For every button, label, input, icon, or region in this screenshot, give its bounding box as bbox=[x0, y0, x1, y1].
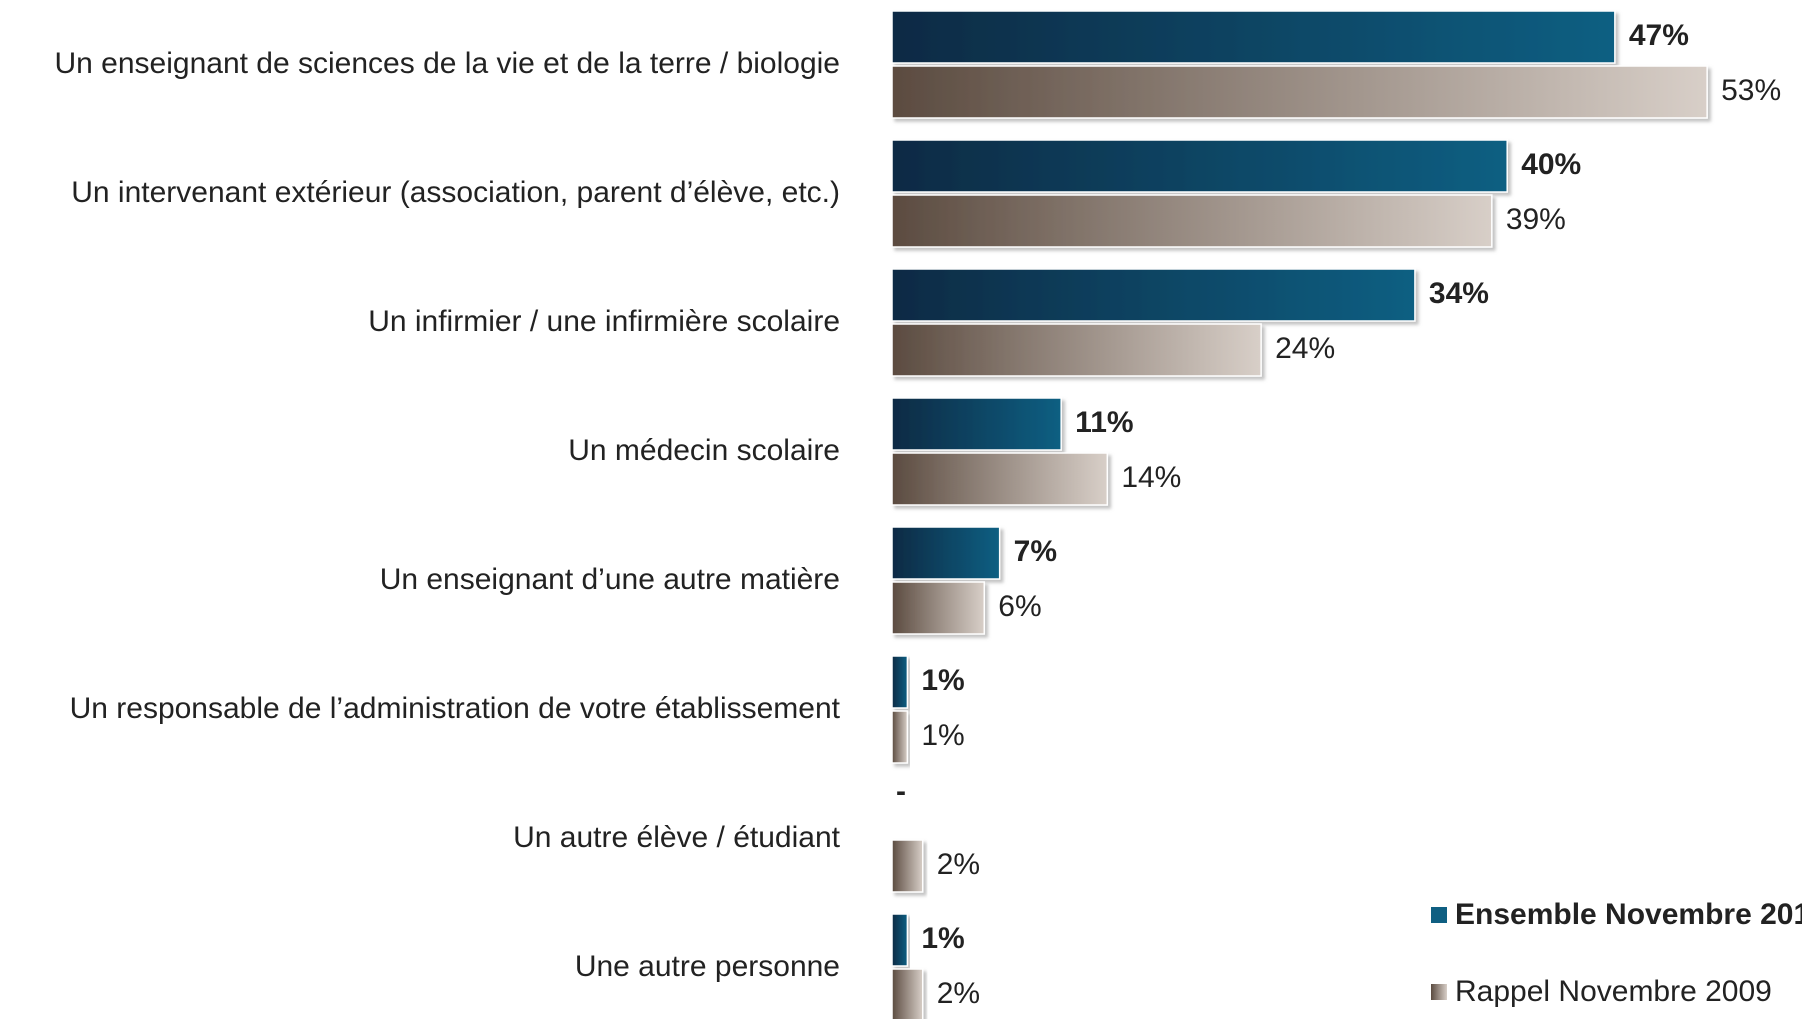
bar bbox=[891, 323, 1262, 377]
bar bbox=[891, 194, 1493, 248]
value-label: 7% bbox=[1014, 535, 1057, 568]
bar bbox=[891, 526, 1001, 580]
bar bbox=[891, 655, 909, 709]
legend-label: Rappel Novembre 2009 bbox=[1455, 975, 1772, 1008]
bar bbox=[891, 452, 1109, 506]
bar bbox=[891, 268, 1416, 322]
bar bbox=[891, 10, 1616, 64]
value-label: 1% bbox=[921, 664, 964, 697]
value-label: 40% bbox=[1521, 148, 1581, 181]
category-label: Un responsable de l’administration de vo… bbox=[70, 692, 841, 725]
value-label: 11% bbox=[1075, 406, 1133, 439]
category-label: Un autre élève / étudiant bbox=[513, 821, 841, 854]
value-label: 1% bbox=[921, 922, 964, 955]
value-label: 47% bbox=[1629, 19, 1689, 52]
value-label: 1% bbox=[921, 719, 964, 752]
value-label: 2% bbox=[937, 977, 980, 1010]
category-label: Une autre personne bbox=[575, 950, 840, 983]
bar bbox=[891, 968, 924, 1019]
category-label: Un enseignant d’une autre matière bbox=[380, 563, 840, 596]
bar bbox=[891, 710, 909, 764]
value-label: 53% bbox=[1721, 74, 1781, 107]
category-label: Un enseignant de sciences de la vie et d… bbox=[55, 47, 841, 80]
category-label: Un intervenant extérieur (association, p… bbox=[71, 176, 840, 209]
bar bbox=[891, 397, 1062, 451]
value-label: - bbox=[896, 775, 906, 808]
bar bbox=[891, 839, 924, 893]
category-label: Un infirmier / une infirmière scolaire bbox=[368, 305, 840, 338]
value-label: 34% bbox=[1429, 277, 1489, 310]
value-label: 39% bbox=[1506, 203, 1566, 236]
bar bbox=[891, 913, 909, 967]
legend-swatch bbox=[1431, 907, 1447, 923]
legend-label: Ensemble Novembre 2012 bbox=[1455, 898, 1802, 931]
bar bbox=[891, 139, 1508, 193]
value-label: 24% bbox=[1275, 332, 1335, 365]
value-label: 6% bbox=[998, 590, 1041, 623]
bar bbox=[891, 581, 986, 635]
legend-swatch bbox=[1431, 984, 1447, 1000]
value-label: 2% bbox=[937, 848, 980, 881]
value-label: 14% bbox=[1121, 461, 1181, 494]
category-label: Un médecin scolaire bbox=[568, 434, 840, 467]
bar bbox=[891, 65, 1708, 119]
